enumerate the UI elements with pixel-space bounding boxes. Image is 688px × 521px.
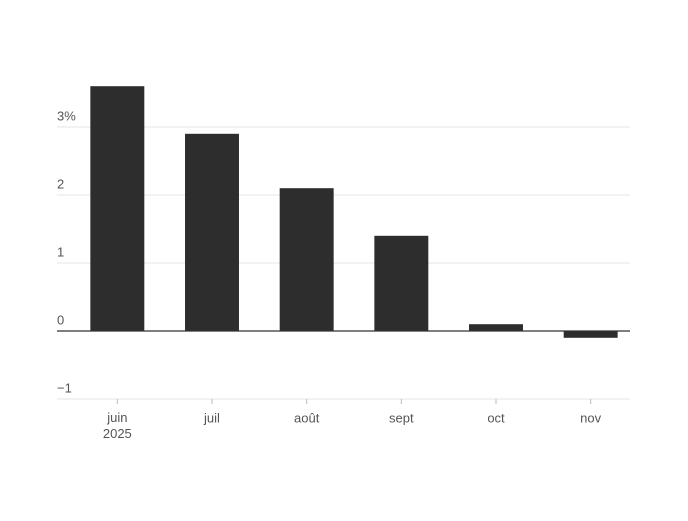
y-tick-label: 0 xyxy=(57,312,64,327)
y-tick-label: 2 xyxy=(57,176,64,191)
x-tick-label: juil xyxy=(203,410,220,425)
bar xyxy=(563,331,618,338)
bar xyxy=(185,133,239,331)
y-tick-label: −1 xyxy=(57,380,72,395)
bar xyxy=(374,235,429,331)
x-tick-label: sept xyxy=(389,410,414,425)
bar xyxy=(90,86,145,331)
bar xyxy=(469,324,523,331)
x-tick-label: oct xyxy=(487,410,505,425)
x-tick-label: nov xyxy=(580,410,601,425)
y-tick-label: 1 xyxy=(57,244,64,259)
y-tick-label: 3% xyxy=(57,108,76,123)
x-tick-label: août xyxy=(294,410,320,425)
bar xyxy=(279,188,334,331)
x-tick-label: juin 2025 xyxy=(103,410,132,441)
